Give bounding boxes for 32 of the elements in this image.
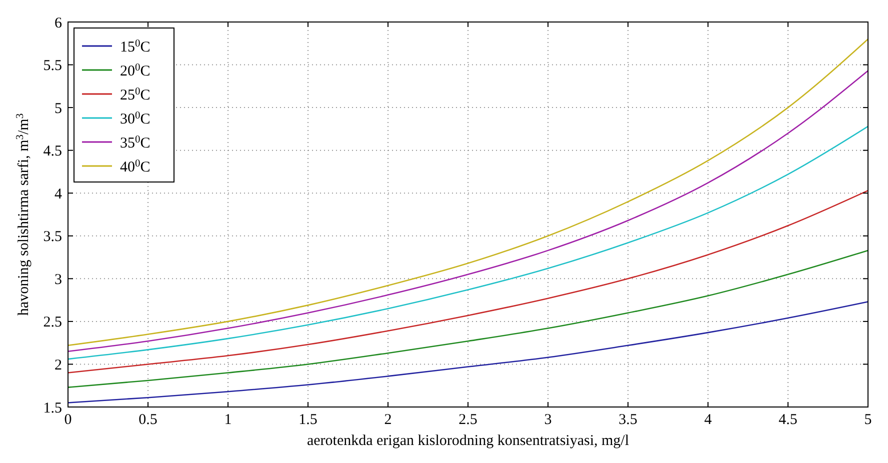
x-tick-label: 3.5	[618, 412, 638, 428]
y-tick-label: 3.5	[43, 229, 62, 246]
legend-label: 35$^{0}$C	[120, 134, 150, 152]
legend-label: 40$^{0}$C	[120, 158, 150, 176]
x-tick-label: 0.5	[138, 412, 158, 428]
y-tick-label: 2.5	[43, 314, 62, 331]
y-tick-label: 6	[54, 15, 62, 32]
x-tick-label: 0	[64, 412, 72, 428]
line-series	[67, 301, 869, 404]
y-tick-label: 5.5	[43, 58, 62, 74]
y-tick-label: 1.5	[43, 400, 62, 416]
y-tick-label: 3	[54, 272, 62, 288]
line-series	[67, 126, 869, 360]
y-tick-label: 2	[54, 357, 62, 374]
y-tick-label: 4	[54, 186, 62, 202]
legend-label: 20$^{0}$C	[120, 62, 150, 80]
line-series	[67, 250, 869, 388]
x-tick-label: 3	[544, 412, 552, 428]
x-tick-label: 4.5	[778, 412, 798, 428]
y-tick-label: 5	[54, 100, 62, 117]
x-tick-label: 2	[384, 412, 392, 428]
legend-label: 15$^{0}$C	[120, 38, 150, 56]
line-series	[67, 190, 869, 374]
x-axis-title: aerotenkda erigan kislorodning konsentratsiyasi, mg/l	[306, 433, 630, 449]
x-tick-label: 4	[704, 412, 712, 428]
x-tick-label: 1.5	[298, 412, 318, 428]
x-tick-label: 2.5	[458, 412, 478, 428]
x-tick-label: 1	[224, 412, 232, 428]
legend-label: 30$^{0}$C	[120, 110, 150, 128]
y-tick-label: 4.5	[43, 144, 62, 160]
legend-label: 25$^{0}$C	[120, 86, 150, 104]
x-tick-label: 5	[864, 412, 872, 428]
